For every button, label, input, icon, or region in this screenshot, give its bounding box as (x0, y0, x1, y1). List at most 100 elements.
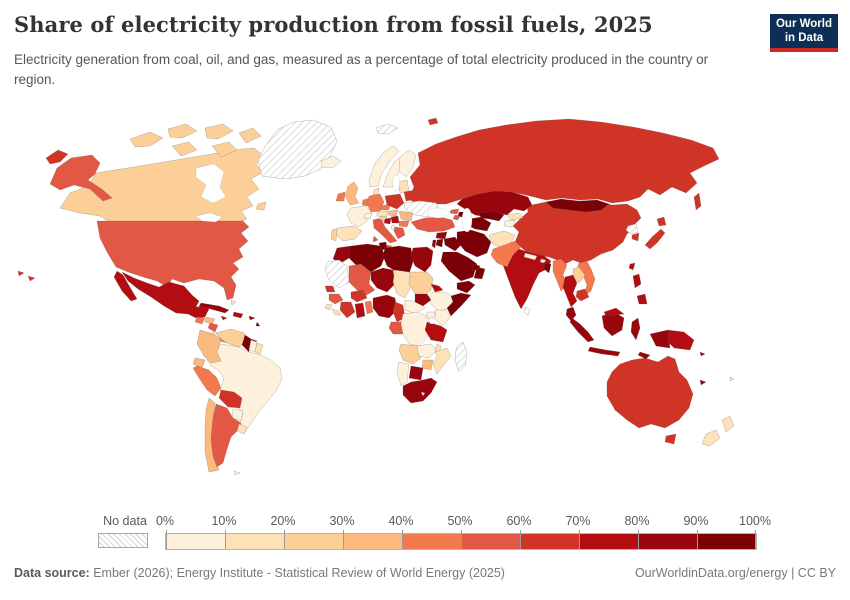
country-baltic-states[interactable] (397, 179, 410, 194)
country-burkina-faso[interactable] (350, 289, 368, 303)
country-south-sudan[interactable] (414, 293, 432, 307)
country-bahamas[interactable] (230, 299, 237, 306)
country-hawaii-2[interactable] (17, 270, 25, 277)
country-hispaniola[interactable] (232, 311, 244, 319)
country-canada-arctic-1[interactable] (129, 131, 164, 148)
country-canada-arctic-5[interactable] (171, 141, 198, 157)
country-thailand[interactable] (562, 274, 578, 308)
legend-bin-40-50[interactable] (402, 534, 461, 549)
country-somalia[interactable] (446, 292, 472, 317)
country-sulawesi[interactable] (630, 317, 641, 341)
country-argentina[interactable] (210, 403, 242, 468)
country-taiwan[interactable] (628, 262, 636, 271)
country-chile[interactable] (204, 397, 220, 473)
country-iran[interactable] (456, 229, 492, 258)
country-india[interactable] (502, 248, 552, 310)
country-hungary[interactable] (387, 209, 399, 217)
country-new-caledonia[interactable] (699, 379, 707, 386)
country-pakistan[interactable] (490, 240, 522, 268)
country-eritrea[interactable] (430, 283, 444, 293)
country-zimbabwe[interactable] (421, 359, 434, 371)
country-canada-arctic-4[interactable] (238, 127, 262, 144)
country-cameroon[interactable] (392, 301, 406, 323)
country-russia[interactable] (407, 118, 720, 205)
country-liberia[interactable] (331, 308, 342, 316)
owid-logo[interactable]: Our World in Data (770, 14, 838, 52)
country-philippines-luzon[interactable] (632, 273, 642, 289)
country-uganda[interactable] (425, 311, 436, 319)
country-sierra-leone[interactable] (324, 303, 333, 311)
country-colombia[interactable] (196, 329, 222, 364)
country-borneo-malaysia[interactable] (603, 307, 625, 317)
country-mongolia[interactable] (545, 198, 610, 213)
country-lesser-antilles[interactable] (255, 321, 261, 327)
country-finland[interactable] (398, 149, 417, 178)
country-albania[interactable] (390, 224, 396, 232)
legend-bin-10-20[interactable] (225, 534, 284, 549)
country-australia[interactable] (606, 355, 694, 429)
country-ghana[interactable] (354, 302, 366, 319)
country-namibia[interactable] (396, 361, 410, 387)
country-french-guiana[interactable] (254, 342, 264, 355)
country-philippines-mindanao[interactable] (636, 293, 648, 305)
country-falkland-islands[interactable] (233, 470, 241, 476)
country-spain[interactable] (334, 225, 363, 242)
country-portugal[interactable] (330, 228, 338, 242)
country-puerto-rico[interactable] (248, 315, 256, 321)
country-nigeria[interactable] (372, 294, 398, 319)
country-nicaragua[interactable] (207, 322, 219, 333)
country-mozambique[interactable] (432, 347, 452, 375)
country-niger[interactable] (370, 267, 396, 293)
legend-bin-70-80[interactable] (579, 534, 638, 549)
country-gabon-congo[interactable] (388, 321, 404, 335)
legend-bin-50-60[interactable] (461, 534, 520, 549)
legend-bin-60-70[interactable] (520, 534, 579, 549)
country-tasmania[interactable] (664, 433, 677, 445)
country-guinea[interactable] (328, 293, 344, 305)
legend-bin-0-10[interactable] (166, 534, 225, 549)
country-svalbard[interactable] (375, 123, 399, 135)
country-south-korea[interactable] (631, 232, 640, 242)
country-serbia[interactable] (390, 215, 400, 224)
country-sumatra[interactable] (569, 317, 595, 343)
country-tanzania[interactable] (424, 321, 448, 343)
country-madagascar[interactable] (454, 341, 468, 373)
country-russian-arctic[interactable] (427, 117, 439, 126)
country-canada-arctic-2[interactable] (167, 123, 198, 139)
country-malaysia-peninsula[interactable] (565, 306, 577, 322)
country-greenland[interactable] (257, 119, 338, 180)
country-turkey[interactable] (410, 216, 456, 233)
country-kyrgyzstan[interactable] (506, 212, 524, 221)
owid-url-link[interactable]: OurWorldinData.org/energy (634, 566, 788, 580)
no-data-swatch[interactable] (98, 533, 148, 548)
country-bulgaria[interactable] (398, 220, 410, 228)
country-western-sahara-mauritania[interactable] (324, 259, 350, 289)
country-germany[interactable] (366, 193, 385, 213)
country-belarus[interactable] (403, 189, 419, 202)
country-greece[interactable] (393, 226, 406, 240)
legend-bin-30-40[interactable] (343, 534, 402, 549)
country-switzerland[interactable] (363, 212, 373, 220)
country-chad[interactable] (392, 269, 412, 299)
country-solomon-islands[interactable] (699, 351, 706, 357)
country-north-korea[interactable] (625, 223, 639, 235)
country-botswana[interactable] (408, 365, 424, 381)
country-uk[interactable] (344, 181, 360, 206)
country-bangladesh[interactable] (543, 262, 552, 274)
country-bolivia[interactable] (218, 389, 243, 409)
country-south-africa[interactable] (402, 377, 438, 404)
country-saudi-arabia[interactable] (440, 251, 478, 282)
license-cc-by[interactable]: CC BY (797, 566, 836, 580)
country-borneo-indonesia[interactable] (601, 311, 625, 337)
country-nz-north-island[interactable] (721, 415, 735, 433)
country-jamaica[interactable] (220, 315, 228, 321)
country-paraguay[interactable] (231, 408, 244, 422)
country-croatia[interactable] (378, 215, 388, 222)
country-zambia[interactable] (416, 343, 438, 359)
country-baja-california[interactable] (113, 270, 138, 302)
country-iceland[interactable] (320, 155, 342, 169)
country-sakhalin[interactable] (693, 192, 702, 211)
country-togo-benin[interactable] (364, 300, 374, 315)
country-usa[interactable] (96, 220, 250, 301)
country-mali[interactable] (348, 263, 376, 297)
